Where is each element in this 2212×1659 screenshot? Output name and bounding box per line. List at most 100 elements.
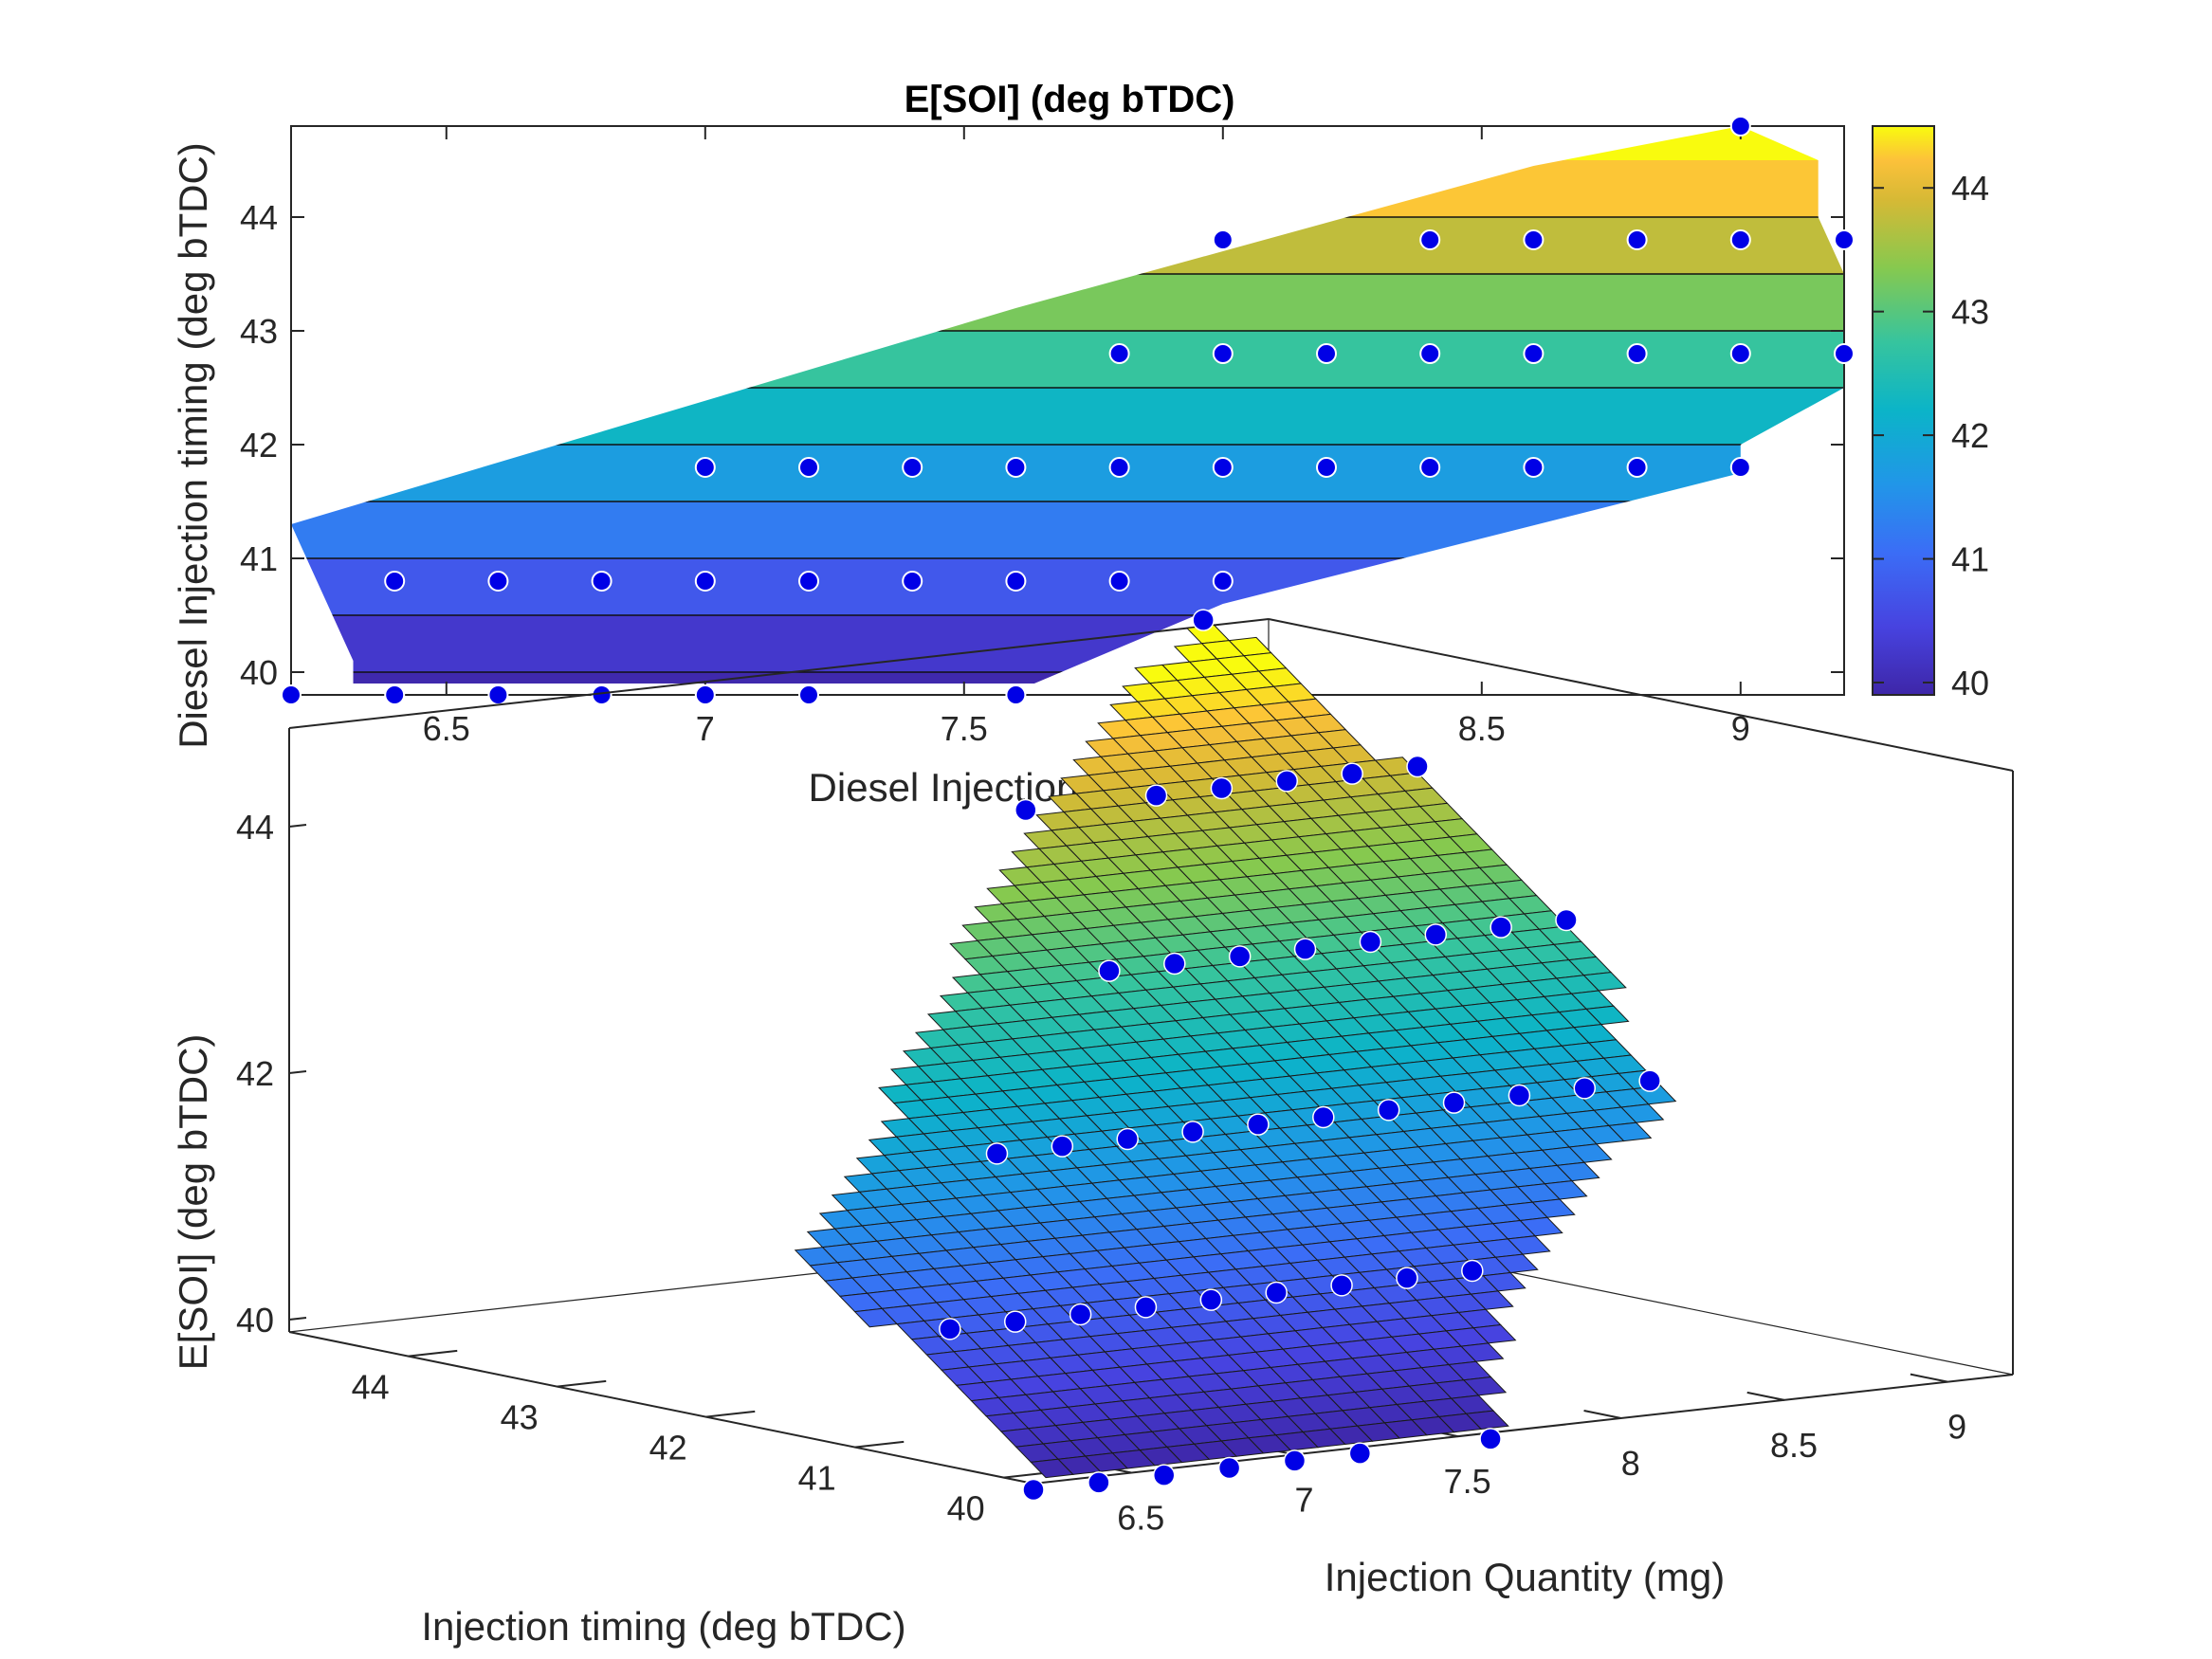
colorbar-tick-label: 42 [1951,416,1989,455]
contour-band [291,126,1844,160]
x-tick-label: 9 [1731,709,1750,748]
y-tick-label: 40 [947,1489,985,1528]
data-point [939,1318,961,1340]
y-tick-label: 40 [240,653,278,692]
data-point [798,571,819,592]
data-point [1212,229,1234,250]
data-point [1192,609,1215,631]
data-point [487,571,509,592]
contour-band [291,217,1844,274]
data-point [694,457,716,478]
x-tick-label: 9 [1947,1408,1966,1447]
data-point [1316,457,1337,478]
data-point [1419,457,1441,478]
surface-ticks: 6.5 7 7.5 8 8.5 9 40 41 42 43 44 40 42 44 [236,808,1966,1538]
data-point [1729,116,1751,137]
data-point [1729,229,1751,250]
y-tick-mark [705,1410,756,1418]
data-point [384,684,406,705]
data-point [798,684,819,705]
contour-band [291,672,1844,684]
data-point [1210,776,1234,800]
data-point [1212,571,1234,592]
data-point [1424,923,1448,946]
y-tick-label: 43 [501,1398,539,1437]
data-point [1051,1135,1074,1158]
x-tick-label: 7 [1294,1480,1313,1519]
colorbar [1872,125,1935,696]
surface-data-points [939,609,1661,1502]
data-point [1419,343,1441,364]
data-point [798,457,819,478]
data-point [1419,229,1441,250]
data-point [1834,229,1855,250]
data-point [1359,930,1382,954]
y-tick-label: 41 [240,539,278,578]
contour-band [291,388,1844,445]
colorbar-tick-label: 44 [1951,169,1989,208]
y-tick-label: 42 [240,426,278,465]
x-tick-label: 8 [1621,1444,1640,1483]
data-point [1316,343,1337,364]
z-tick-label: 40 [236,1301,274,1340]
colorbar-ticks: 40 41 42 43 44 [1873,169,1989,702]
x-tick-label: 7.5 [941,709,988,748]
surface-mesh [794,624,1677,1479]
data-point [1228,945,1252,968]
axis-edge [288,618,1270,729]
data-point [1834,343,1855,364]
data-point [1626,343,1648,364]
data-point [694,684,716,705]
x-tick-mark [1583,1410,1621,1419]
data-point [1098,959,1121,982]
data-point [1729,343,1751,364]
data-point [1312,1105,1335,1129]
data-point [1247,1113,1270,1136]
contour-band [291,274,1844,331]
data-point [1144,784,1168,807]
colorbar-tick-label: 41 [1951,540,1989,579]
axis-edge [288,1331,1034,1485]
data-point [1005,684,1027,705]
data-point [384,571,406,592]
data-point [1508,1084,1531,1107]
data-point [1377,1099,1400,1121]
y-tick-label: 44 [352,1368,390,1407]
data-point [1626,457,1648,478]
z-tick-label: 44 [236,808,274,847]
contour-band [291,445,1844,501]
data-point [1523,457,1545,478]
x-tick-mark [1910,1373,1948,1383]
x-tick-label: 8.5 [1458,709,1506,748]
data-point [281,684,302,705]
data-point [1523,343,1545,364]
data-point [1341,762,1363,785]
y-tick-label: 41 [798,1459,836,1498]
data-point [1573,1077,1597,1100]
x-tick-label: 7.5 [1444,1462,1491,1501]
data-point [1330,1274,1353,1297]
data-point [1217,1456,1241,1480]
data-point [1116,1127,1139,1151]
data-point [1108,457,1130,478]
surface-z-label: E[SOI] (deg bTDC) [171,1034,215,1371]
data-point [1108,343,1130,364]
data-point [1348,1442,1372,1465]
contour-band [291,160,1844,217]
contour-x-ticks: 6.577.588.59 [423,126,1750,748]
z-tick-mark [288,1317,307,1321]
data-point [1283,1449,1307,1472]
contour-y-label: Diesel Injection timing (deg bTDC) [171,142,215,749]
surface-patch [853,1307,899,1328]
data-point [1108,571,1130,592]
data-point [1088,1471,1110,1494]
contour-data-points [281,116,1855,705]
data-point [1555,908,1578,932]
data-point [1163,952,1186,975]
data-point [1275,770,1299,793]
data-point [694,571,716,592]
data-point [1729,457,1751,478]
data-point [1181,1121,1204,1143]
surface-y-label: Injection timing (deg bTDC) [421,1604,905,1649]
